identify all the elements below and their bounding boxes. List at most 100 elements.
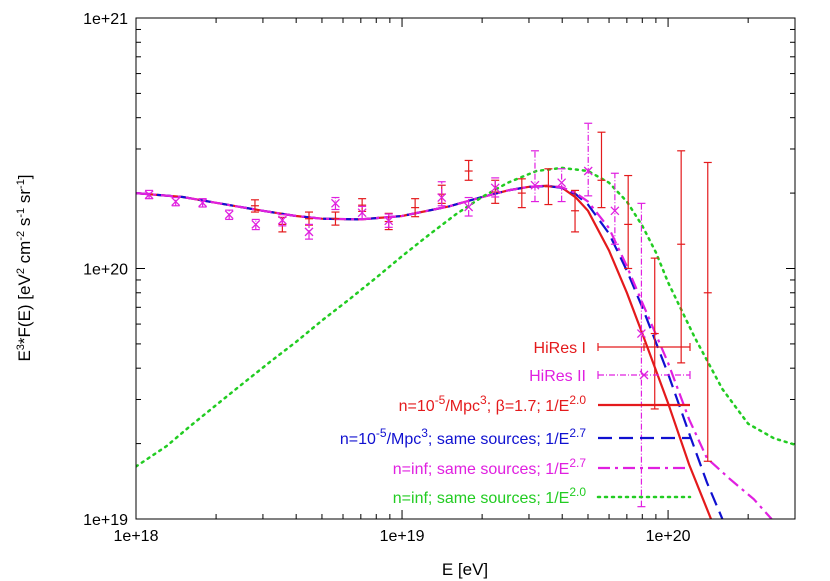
data-point — [330, 196, 340, 211]
legend-entry: n=10-5/Mpc3; β=1.7; 1/E2.0 — [399, 393, 690, 415]
legend-superscript: 2.0 — [569, 485, 586, 499]
point-marker — [557, 178, 567, 188]
y-tick-label: 1e+21 — [83, 11, 128, 28]
data-point — [597, 131, 606, 209]
legend-label: n=inf; same sources; 1/E2.0 — [393, 485, 587, 507]
data-point — [305, 211, 314, 226]
x-tick-label: 1e+18 — [114, 528, 159, 545]
data-point — [277, 214, 287, 227]
data-point — [251, 218, 261, 231]
data-point — [357, 205, 367, 220]
legend-superscript: 3 — [480, 393, 487, 407]
series-line — [136, 184, 773, 519]
point-marker — [171, 197, 181, 207]
y-label-superscript: -2 — [15, 231, 27, 241]
x-tick-label: 1e+19 — [380, 528, 425, 545]
plot-area — [136, 122, 795, 519]
data-point — [304, 223, 314, 240]
point-marker — [224, 210, 234, 220]
data-point — [624, 174, 633, 270]
legend-text: n=10 — [340, 431, 376, 448]
legend-label: HiRes I — [534, 340, 586, 357]
data-point — [583, 122, 593, 197]
legend-text: ; same sources; 1/E — [428, 431, 569, 448]
y-label-superscript: -1 — [15, 179, 27, 189]
legend-text: ; β=1.7; 1/E — [487, 398, 570, 415]
data-point — [530, 150, 540, 203]
y-label-text: sr — [15, 189, 34, 208]
point-marker — [144, 190, 154, 200]
data-point — [437, 181, 447, 207]
legend-label: n=10-5/Mpc3; β=1.7; 1/E2.0 — [399, 393, 587, 415]
data-point — [250, 199, 259, 213]
x-axis-label: E [eV] — [442, 560, 488, 579]
y-tick-label: 1e+20 — [83, 262, 128, 279]
legend-text: n=inf; same sources; 1/E — [393, 490, 570, 507]
data-point — [677, 150, 686, 364]
data-point — [490, 177, 500, 198]
data-point — [557, 168, 567, 203]
y-label-text: s — [15, 218, 34, 231]
data-point — [358, 198, 367, 213]
point-marker — [277, 215, 287, 225]
point-marker — [490, 183, 500, 193]
point-marker — [357, 208, 367, 218]
data-point — [544, 168, 553, 206]
data-point — [464, 159, 473, 181]
data-point — [171, 196, 181, 207]
point-marker — [583, 166, 593, 176]
x-tick-label: 1e+20 — [646, 528, 691, 545]
y-label-text: cm — [15, 241, 34, 268]
legend-text: /Mpc — [387, 431, 422, 448]
legend-text: n=inf; same sources; 1/E — [393, 461, 570, 478]
axes-ticks — [135, 17, 796, 520]
legend-text: n=10 — [399, 398, 435, 415]
data-point — [331, 211, 340, 226]
series-line — [136, 166, 795, 468]
legend-text: HiRes II — [529, 368, 586, 385]
point-marker — [464, 202, 474, 212]
y-label-superscript: 2 — [15, 268, 27, 274]
point-marker — [437, 193, 447, 202]
data-point — [144, 189, 154, 200]
legend-superscript: -5 — [376, 426, 387, 440]
data-point — [610, 172, 620, 245]
legend-superscript: 2.7 — [569, 456, 586, 470]
legend-superscript: 2.0 — [569, 393, 586, 407]
data-point — [517, 178, 526, 209]
data-point — [411, 198, 420, 218]
legend-entry: HiRes II — [529, 368, 691, 385]
legend-swatch-marker — [639, 370, 649, 380]
y-label-text: E — [15, 350, 34, 361]
data-point — [224, 209, 234, 221]
legend-label: HiRes II — [529, 368, 586, 385]
y-label-text: *F(E) [eV — [15, 274, 34, 345]
legend-entry: n=inf; same sources; 1/E2.0 — [393, 485, 692, 507]
data-point — [571, 189, 580, 233]
data-point — [198, 198, 208, 208]
point-marker — [198, 198, 208, 208]
point-marker — [610, 206, 620, 216]
legend-superscript: -5 — [435, 393, 446, 407]
y-axis-label: E3*F(E) [eV2 cm-2 s-1 sr-1] — [15, 174, 34, 361]
legend-superscript: 3 — [421, 426, 428, 440]
point-marker — [251, 219, 261, 229]
point-marker — [304, 227, 314, 237]
legend-text: /Mpc — [445, 398, 480, 415]
y-label-superscript: 3 — [15, 344, 27, 350]
data-point — [636, 202, 646, 508]
data-point — [650, 257, 659, 410]
plot-frame — [135, 17, 796, 520]
y-label-text: ] — [15, 174, 34, 179]
data-point — [703, 161, 712, 462]
legend-text: HiRes I — [534, 340, 586, 357]
point-marker — [330, 198, 340, 208]
legend-entry: n=10-5/Mpc3; same sources; 1/E2.7 — [340, 426, 690, 448]
y-tick-label: 1e+19 — [83, 512, 128, 529]
legend-entry: HiRes I — [534, 340, 691, 357]
data-point — [464, 196, 474, 217]
legend-label: n=inf; same sources; 1/E2.7 — [393, 456, 587, 478]
